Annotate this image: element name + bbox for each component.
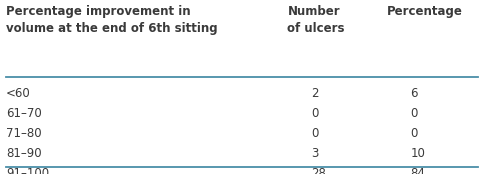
Text: Percentage: Percentage (386, 5, 462, 18)
Text: 3: 3 (312, 147, 319, 160)
Text: 71–80: 71–80 (6, 127, 42, 140)
Text: Percentage improvement in
volume at the end of 6th sitting: Percentage improvement in volume at the … (6, 5, 217, 35)
Text: 91–100: 91–100 (6, 167, 49, 174)
Text: 0: 0 (411, 127, 418, 140)
Text: 10: 10 (411, 147, 426, 160)
Text: 6: 6 (411, 87, 418, 100)
Text: <60: <60 (6, 87, 30, 100)
Text: 81–90: 81–90 (6, 147, 42, 160)
Text: 61–70: 61–70 (6, 107, 42, 120)
Text: 84: 84 (411, 167, 426, 174)
Text: 0: 0 (312, 107, 319, 120)
Text: 0: 0 (312, 127, 319, 140)
Text: 2: 2 (312, 87, 319, 100)
Text: Number
of ulcers: Number of ulcers (287, 5, 345, 35)
Text: 0: 0 (411, 107, 418, 120)
Text: 28: 28 (312, 167, 327, 174)
